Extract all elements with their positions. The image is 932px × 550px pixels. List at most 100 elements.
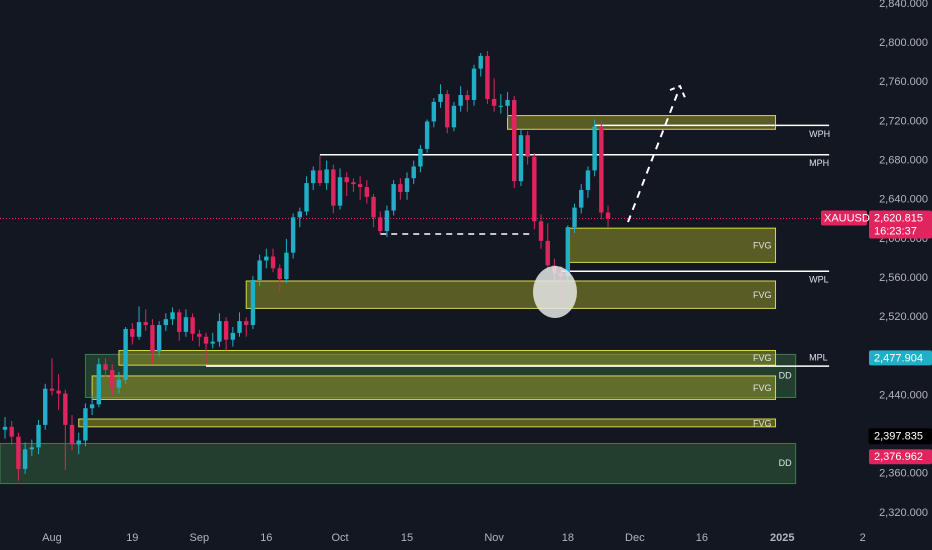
y-tick-label: 2,440.000 — [879, 389, 928, 401]
candle-body — [438, 94, 443, 102]
candle-body — [76, 440, 81, 445]
price-tag-value: 2,376.962 — [874, 451, 923, 463]
candle-body — [357, 184, 363, 188]
candle-body — [143, 322, 148, 326]
candle-body — [110, 370, 115, 388]
candle-body — [183, 317, 189, 332]
candle-body — [36, 424, 41, 448]
candle-body — [22, 449, 28, 469]
candle-body — [96, 364, 102, 405]
x-tick-label: 16 — [696, 532, 708, 544]
candle-body — [418, 148, 423, 167]
candle-body — [16, 436, 21, 469]
x-tick-label: 2025 — [770, 532, 794, 544]
candle-body — [565, 227, 571, 277]
fvg-zone — [507, 115, 777, 130]
candle-body — [572, 207, 577, 228]
symbol-tag-label: XAUUSD — [824, 212, 870, 224]
y-tick-label: 2,320.000 — [879, 507, 928, 519]
candle-body — [223, 321, 229, 340]
candle-body — [431, 101, 437, 122]
candle-body — [9, 426, 14, 437]
candle-body — [2, 426, 8, 430]
candle-body — [592, 126, 597, 171]
y-tick-label: 2,680.000 — [879, 155, 928, 167]
y-tick-label: 2,560.000 — [879, 272, 928, 284]
y-tick-label: 2,520.000 — [879, 311, 928, 323]
candle-body — [177, 312, 182, 332]
zone-label: DD — [779, 458, 792, 468]
candle-body — [83, 408, 88, 441]
candle-body — [63, 393, 68, 425]
candle-body — [116, 379, 122, 388]
projection-arrow — [627, 91, 679, 223]
candle-body — [451, 105, 457, 128]
candle-body — [257, 260, 262, 281]
level-label: MPH — [809, 158, 829, 168]
candle-body — [337, 177, 343, 206]
candle-body — [150, 325, 155, 352]
zone-label: FVG — [753, 383, 772, 393]
candle-body — [203, 336, 209, 344]
candle-body — [311, 170, 316, 184]
candle-body — [290, 217, 296, 253]
candle-body — [351, 182, 356, 185]
candle-body — [538, 221, 544, 241]
y-tick-label: 2,760.000 — [879, 76, 928, 88]
candle-body — [49, 388, 55, 391]
candle-body — [197, 333, 202, 337]
arrow-head — [669, 84, 687, 101]
candle-body — [324, 169, 329, 184]
y-tick-label: 2,720.000 — [879, 115, 928, 127]
candle-body — [458, 95, 463, 106]
candle-body — [69, 424, 75, 445]
candle-body — [485, 55, 490, 99]
candle-body — [331, 169, 336, 206]
candle-body — [404, 178, 410, 192]
price-tag-value: 2,477.904 — [874, 352, 923, 364]
zone-label: FVG — [753, 353, 772, 363]
candle-body — [585, 170, 591, 190]
candle-body — [424, 121, 430, 149]
price-tag-timer: 16:23:37 — [874, 225, 917, 237]
candle-body — [491, 98, 497, 106]
fvg-zone — [567, 227, 777, 263]
candle-body — [532, 156, 537, 222]
price-tag — [869, 449, 932, 465]
level-label: MPL — [809, 353, 828, 363]
candle-body — [136, 322, 142, 337]
y-tick-label: 2,360.000 — [879, 468, 928, 480]
level-label: WPH — [809, 129, 830, 139]
candle-body — [605, 212, 611, 219]
candle-body — [304, 183, 309, 212]
candle-body — [391, 184, 396, 211]
candle-body — [217, 321, 222, 342]
x-tick-label: Oct — [331, 532, 348, 544]
candle-body — [89, 404, 95, 409]
candle-body — [190, 317, 195, 334]
x-tick-label: 16 — [260, 532, 272, 544]
candle-body — [230, 332, 236, 340]
zone-label: FVG — [753, 241, 772, 251]
candle-body — [56, 390, 61, 394]
price-tag-value: 2,397.835 — [874, 431, 923, 443]
fvg-zone — [245, 280, 777, 309]
candle-body — [264, 256, 269, 261]
candle-body — [156, 325, 162, 352]
fvg-zone — [118, 349, 777, 366]
candle-body — [123, 328, 128, 380]
candle-body — [170, 312, 175, 320]
x-tick-label: 15 — [401, 532, 413, 544]
candle-body — [518, 135, 524, 182]
x-tick-label: 18 — [562, 532, 574, 544]
candle-body — [210, 341, 215, 344]
candle-body — [250, 280, 256, 326]
zone-label: FVG — [753, 418, 772, 428]
y-tick-label: 2,800.000 — [879, 37, 928, 49]
candle-body — [277, 268, 282, 280]
zone-label: DD — [779, 370, 792, 380]
candle-body — [43, 388, 48, 425]
